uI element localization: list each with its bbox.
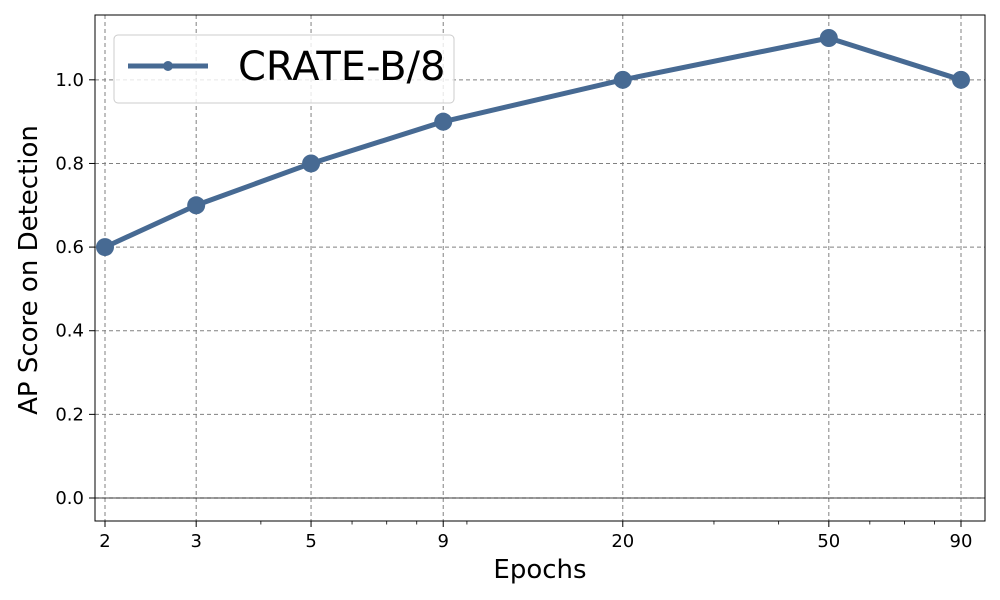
legend-label: CRATE-B/8 (238, 44, 445, 90)
x-tick-label: 5 (305, 531, 316, 552)
y-tick-label: 0.6 (55, 237, 84, 258)
y-tick-label: 1.0 (55, 70, 84, 91)
x-axis-label: Epochs (493, 555, 586, 585)
data-point (952, 70, 970, 89)
legend-box (113, 34, 455, 104)
x-tick-label: 9 (437, 531, 448, 552)
x-minor-ticks (260, 521, 935, 525)
x-tick-label: 50 (817, 531, 840, 552)
y-tick-label: 0.0 (55, 488, 84, 509)
axis-ticks (89, 79, 962, 527)
x-tick-label: 90 (950, 531, 973, 552)
data-point (434, 112, 453, 131)
y-tick-label: 0.2 (55, 404, 84, 425)
data-point (96, 238, 114, 257)
plot-area-frame (94, 14, 986, 522)
data-point (302, 154, 321, 173)
data-point (613, 70, 632, 89)
series-layer (96, 29, 970, 257)
x-tick-label: 2 (99, 531, 110, 552)
legend-marker-swatch (163, 61, 173, 71)
x-tick-label: 20 (611, 531, 634, 552)
data-point (187, 196, 206, 215)
y-tick-label: 0.8 (55, 153, 84, 174)
y-axis-label: AP Score on Detection (14, 125, 44, 415)
tick-labels: 2 3 5 9 20 50 90 0.0 0.2 0.4 0.6 0.8 1.0 (55, 70, 972, 552)
data-point (819, 29, 838, 47)
y-tick-label: 0.4 (55, 321, 84, 342)
legend: CRATE-B/8 (113, 34, 455, 104)
x-tick-label: 3 (190, 531, 201, 552)
